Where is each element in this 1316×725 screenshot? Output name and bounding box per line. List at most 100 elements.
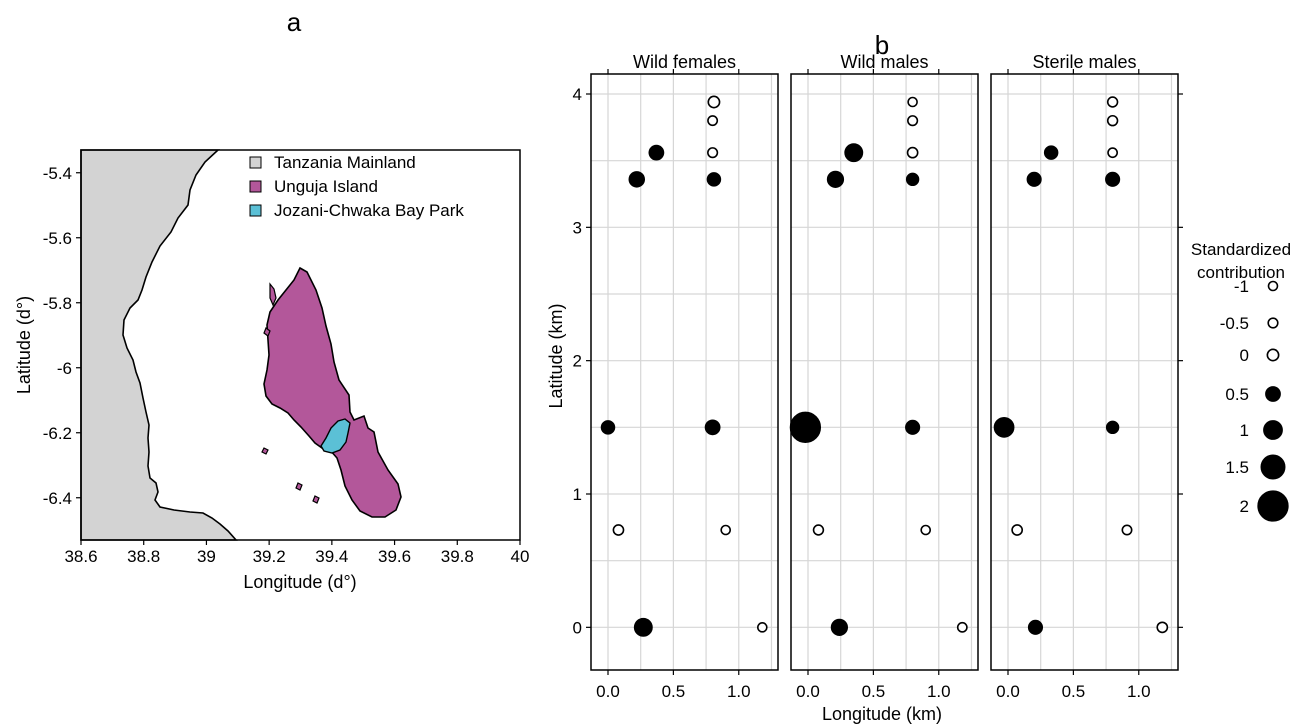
data-point: [720, 524, 732, 536]
size-legend-label: 1.5: [1225, 458, 1249, 477]
islet-west-2: [261, 447, 269, 455]
data-point: [1121, 524, 1133, 536]
map-x-tick-label: 39.8: [441, 547, 474, 566]
islet-west-1: [263, 327, 271, 337]
data-point: [704, 419, 721, 436]
map-x-axis-title: Longitude (d°): [243, 572, 356, 592]
size-legend-symbol: [1260, 454, 1286, 480]
data-point: [812, 524, 825, 536]
facet-x-tick-label: 0.0: [996, 682, 1020, 701]
data-point: [920, 524, 932, 536]
size-legend-symbol: [1267, 280, 1279, 292]
size-legend-symbol: [1266, 348, 1280, 362]
map-y-tick-label: -6.4: [43, 489, 72, 508]
map-frame: [80, 149, 521, 541]
facet-frame: [590, 73, 779, 671]
data-point: [648, 144, 665, 161]
facet-y-tick-label: 2: [573, 352, 582, 371]
map-layers: [80, 149, 402, 541]
map-x-tick-label: 40: [511, 547, 530, 566]
facet-background: [591, 74, 778, 670]
facet-background: [991, 74, 1178, 670]
facet-x-tick-label: 1.0: [727, 682, 751, 701]
legend-item-jozani: Jozani-Chwaka Bay Park: [249, 201, 464, 220]
data-point: [830, 618, 849, 636]
legend-item-mainland: Tanzania Mainland: [249, 153, 416, 172]
size-legend-items: -1 -0.5 0 0.5 1 1.5 2: [1220, 277, 1289, 522]
data-point: [1106, 96, 1119, 108]
map-x-tick-label: 39: [197, 547, 216, 566]
facet-x-tick-label: 1.0: [1127, 682, 1151, 701]
facet-x-tick-label: 0.0: [796, 682, 820, 701]
legend-swatch-unguja: [249, 180, 262, 193]
data-point: [1026, 171, 1042, 187]
data-point: [789, 411, 822, 443]
map-legend: Tanzania Mainland Unguja Island Jozani-C…: [249, 153, 464, 220]
facet-title: Wild females: [633, 52, 736, 72]
data-point: [993, 416, 1015, 438]
size-legend-label: 2: [1240, 497, 1249, 516]
legend-label-unguja: Unguja Island: [274, 177, 378, 196]
data-point: [1027, 619, 1044, 635]
map-y-axis: -5.4 -5.6 -5.8 -6 -6.2 -6.4: [43, 164, 81, 508]
map-x-tick-label: 39.4: [315, 547, 348, 566]
map-y-tick-label: -6.2: [43, 424, 72, 443]
size-legend-label: 1: [1240, 421, 1249, 440]
map-y-tick-label: -5.8: [43, 294, 72, 313]
legend-swatch-jozani: [249, 204, 262, 217]
data-point: [905, 172, 920, 187]
facet-axes: 0.0 0.5 1.0 0.0 0.5 1.0 0.0 0.5 1.0 0 1 2 3 4: [573, 69, 1183, 701]
map-y-tick-label: -5.4: [43, 164, 72, 183]
islet-south: [295, 482, 303, 491]
data-point: [1043, 145, 1059, 160]
data-point: [706, 172, 722, 187]
facet-frame: [990, 73, 1179, 671]
facet-sterile-males: Sterile males: [990, 52, 1179, 671]
facet-y-axis-title: Latitude (km): [546, 303, 566, 408]
size-legend-symbol: [1263, 420, 1283, 440]
map-panel: 38.6 38.8 39 39.2 39.4 39.6 39.8 40 -5.4-5.6-5.…: [14, 149, 529, 592]
data-point: [1156, 621, 1169, 634]
map-y-tick-label: -5.6: [43, 229, 72, 248]
data-point: [628, 171, 646, 188]
data-point: [633, 617, 653, 637]
facet-title: Wild males: [840, 52, 928, 72]
islet-north: [269, 282, 277, 307]
data-point: [600, 420, 616, 435]
map-x-tick-label: 39.2: [253, 547, 286, 566]
size-legend-label: -1: [1234, 277, 1249, 296]
legend-label-mainland: Tanzania Mainland: [274, 153, 416, 172]
facet-x-tick-label: 0.5: [1062, 682, 1086, 701]
facet-background: [791, 74, 978, 670]
data-point: [956, 621, 968, 633]
data-point: [1106, 114, 1119, 127]
panel-label-b: b: [875, 30, 889, 60]
facet-y-tick-label: 4: [573, 85, 582, 104]
data-point: [907, 115, 919, 127]
facet-title: Sterile males: [1032, 52, 1136, 72]
data-point: [906, 146, 919, 159]
map-x-axis: 38.6 38.8 39 39.2 39.4 39.6 39.8 40: [64, 540, 529, 566]
size-legend-title-line-1: Standardized: [1191, 240, 1291, 259]
facet-y-tick-label: 0: [573, 618, 582, 637]
data-point: [1105, 171, 1121, 187]
data-point: [1107, 147, 1119, 159]
size-legend-symbol: [1267, 317, 1279, 329]
data-point: [826, 170, 845, 188]
size-legend-symbol: [1257, 490, 1289, 522]
data-point: [757, 622, 768, 633]
map-y-tick-label: -6: [57, 359, 72, 378]
faceted-bubble-plot: Wild females Wild males Sterile males: [590, 52, 1179, 671]
size-legend-label: -0.5: [1220, 314, 1249, 333]
legend-item-unguja: Unguja Island: [249, 177, 378, 196]
islet-south-2: [312, 495, 320, 504]
size-legend: Standardized contribution -1 -0.5 0 0.5 1 1.5…: [1191, 240, 1291, 522]
facet-x-tick-label: 0.0: [596, 682, 620, 701]
facet-x-tick-label: 1.0: [927, 682, 951, 701]
map-x-tick-label: 39.6: [378, 547, 411, 566]
facet-frame: [790, 73, 979, 671]
facet-x-axis-title: Longitude (km): [822, 704, 942, 724]
data-point: [707, 147, 719, 159]
unguja-island-shape: [263, 266, 402, 518]
